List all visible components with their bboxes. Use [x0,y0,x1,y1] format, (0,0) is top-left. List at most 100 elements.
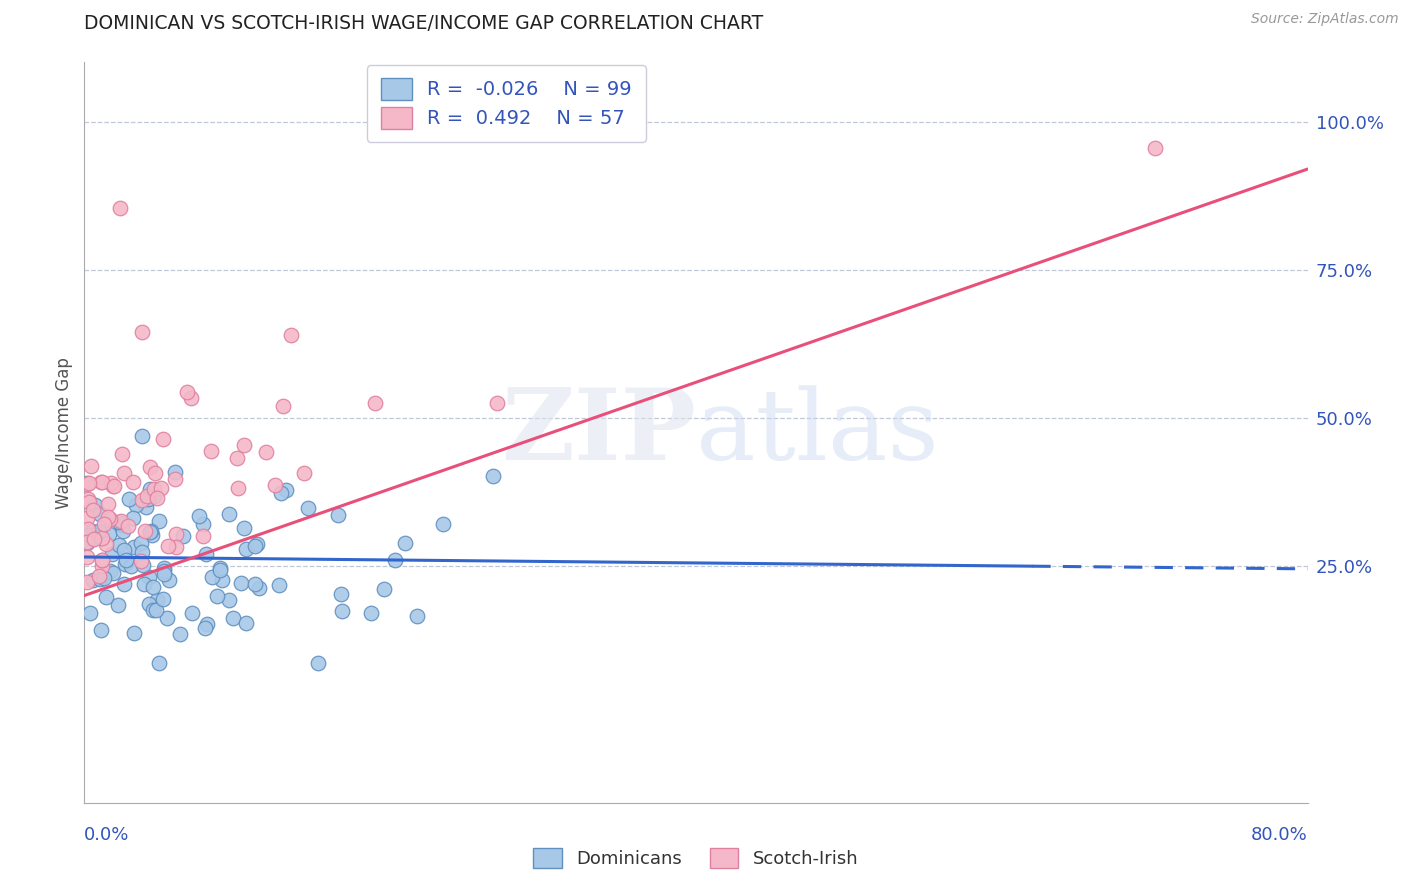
Point [108,538,131,552]
Point [107,599,129,613]
Point [91,475,114,489]
Point [256,445,278,459]
Point [90,475,112,489]
Point [80,459,103,474]
Point [145,593,167,607]
Point [80,532,103,546]
Point [297,500,319,515]
Point [115,553,138,567]
Point [89,524,111,538]
Point [90,531,112,545]
Point [165,465,187,479]
Point [122,540,145,554]
Point [163,472,186,486]
Point [486,396,509,410]
Point [193,529,215,543]
Point [103,479,125,493]
Point [89,569,111,583]
Point [122,626,145,640]
Point [276,483,298,497]
Text: ZIP: ZIP [501,384,696,481]
Point [218,593,240,607]
Point [129,554,152,568]
Point [1143,141,1166,155]
Point [142,489,165,503]
Point [191,516,214,531]
Point [330,604,353,618]
Point [112,543,135,558]
Point [136,489,159,503]
Point [188,509,211,524]
Point [165,540,187,554]
Point [146,491,169,505]
Point [83,499,105,513]
Point [152,561,174,575]
Point [208,563,231,577]
Point [83,532,105,546]
Point [152,432,174,446]
Point [330,586,353,600]
Point [432,516,454,531]
Point [176,384,198,399]
Point [364,396,387,410]
Point [100,475,122,490]
Point [132,558,155,573]
Point [233,521,256,535]
Point [76,534,98,549]
Text: 80.0%: 80.0% [1251,827,1308,845]
Point [243,577,266,591]
Point [195,617,218,632]
Point [77,522,100,536]
Point [165,526,187,541]
Point [97,497,120,511]
Point [201,570,224,584]
Point [232,438,254,452]
Point [131,536,153,550]
Point [82,503,104,517]
Point [406,609,429,624]
Point [112,466,135,480]
Point [149,481,172,495]
Text: 0.0%: 0.0% [84,827,129,845]
Point [93,516,115,531]
Point [131,325,153,339]
Point [77,491,100,506]
Point [152,591,174,606]
Point [110,514,132,528]
Point [89,573,111,587]
Point [131,493,153,508]
Text: atlas: atlas [696,384,939,481]
Point [134,524,156,538]
Point [211,573,233,587]
Point [79,606,101,620]
Point [263,478,285,492]
Point [76,477,98,491]
Point [247,581,270,595]
Point [94,591,117,605]
Point [195,548,218,562]
Point [235,615,257,630]
Point [114,557,136,571]
Point [100,512,122,526]
Point [307,656,329,670]
Point [152,564,174,578]
Point [143,482,166,496]
Point [101,566,124,580]
Point [180,391,202,405]
Point [135,500,157,514]
Point [384,552,406,566]
Point [101,479,124,493]
Point [138,460,160,475]
Point [90,552,112,566]
Point [235,541,257,556]
Point [110,518,132,533]
Point [142,580,165,594]
Point [280,328,302,343]
Point [90,623,112,637]
Point [122,475,145,490]
Point [394,536,416,550]
Point [157,539,180,553]
Point [148,514,170,528]
Point [111,447,134,461]
Point [82,573,104,587]
